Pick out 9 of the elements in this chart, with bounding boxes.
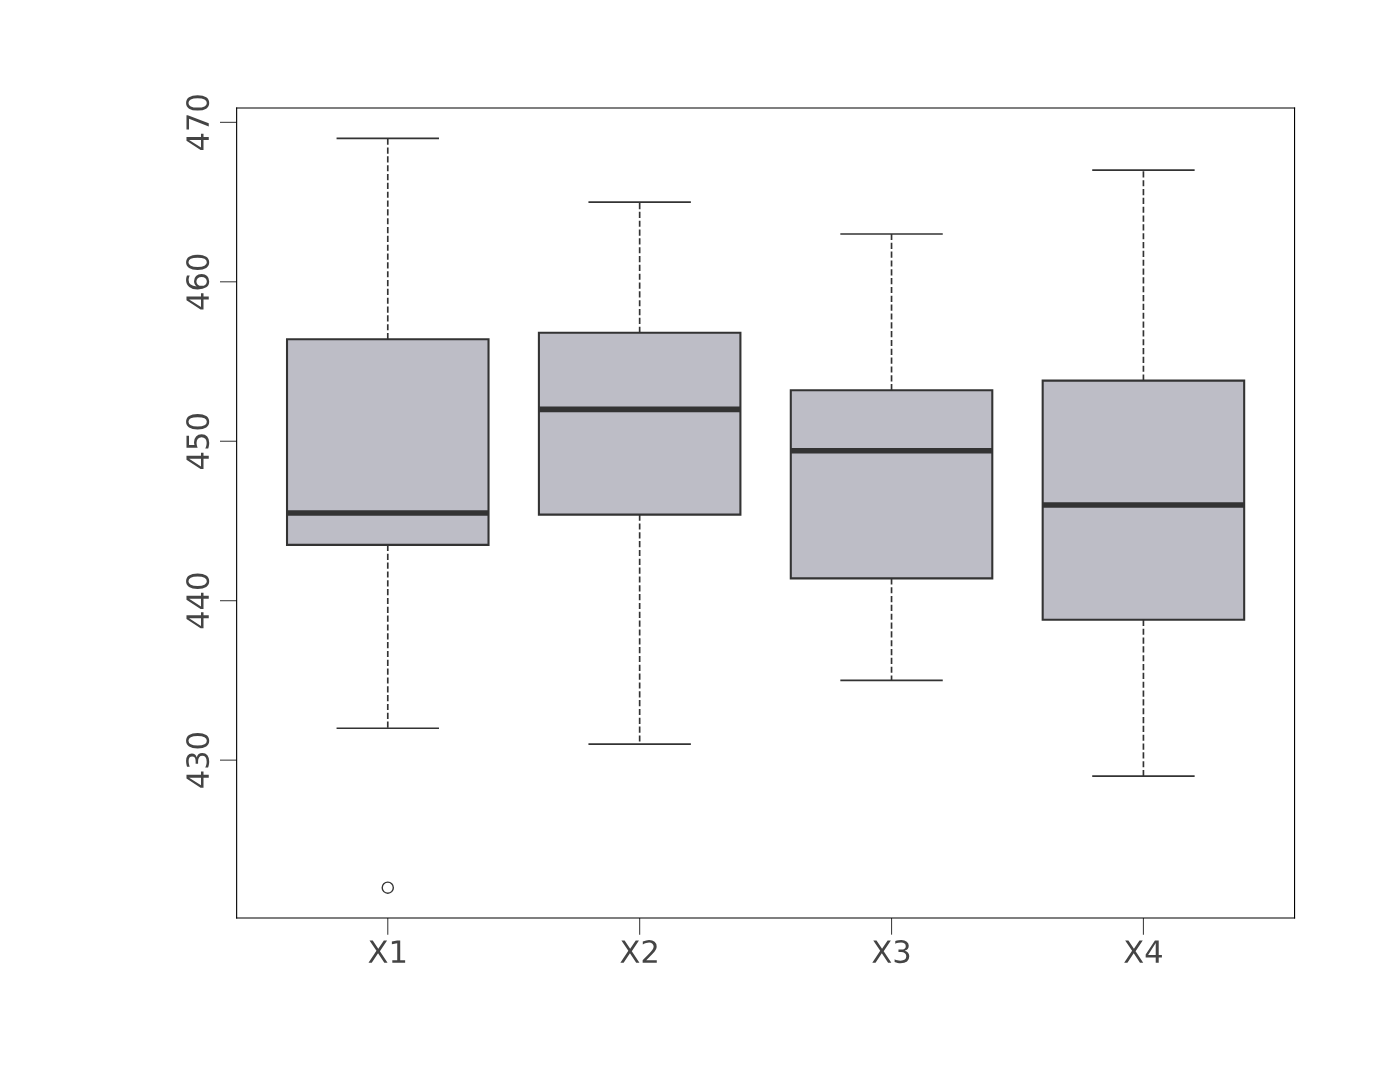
x-tick-label: X2	[620, 940, 657, 963]
x-tick-label: X4	[1124, 940, 1162, 963]
y-tick-label: 440	[186, 573, 210, 629]
y-tick-label: 470	[186, 95, 210, 151]
y-tick-label: 450	[186, 414, 210, 469]
y-tick-label: 430	[186, 733, 210, 788]
x-tick-label: X3	[872, 940, 910, 964]
y-tick-label: 460	[186, 254, 210, 310]
x-tick-label: X1	[368, 940, 406, 963]
